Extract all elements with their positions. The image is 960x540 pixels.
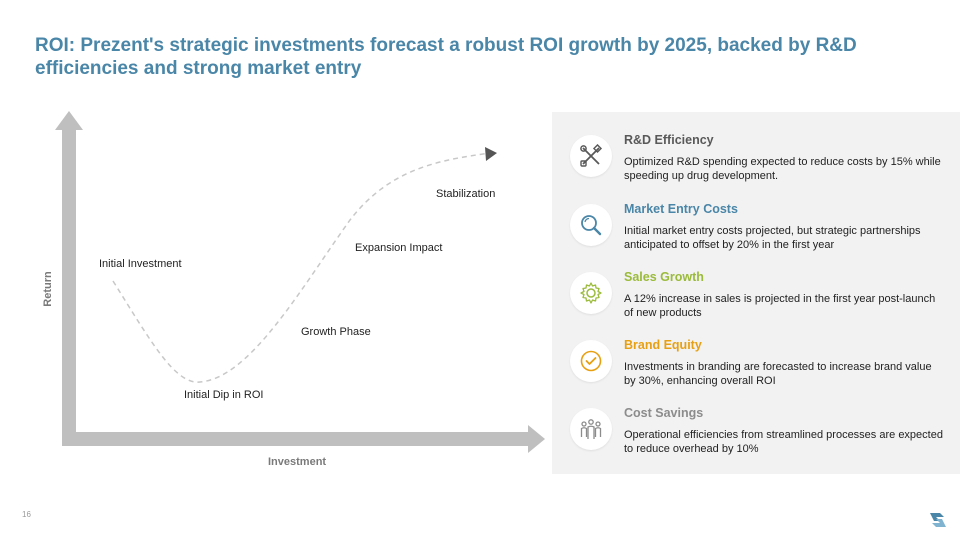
roi-curve-path [112, 152, 491, 383]
y-axis-label: Return [42, 271, 54, 307]
team-icon [570, 408, 612, 450]
item-description: Optimized R&D spending expected to reduc… [624, 156, 941, 182]
item-sales-growth: Sales Growth A 12% increase in sales is … [552, 270, 960, 330]
brand-logo-icon [926, 510, 950, 535]
stage-growth-phase: Growth Phase [301, 326, 371, 338]
stage-initial-investment: Initial Investment [99, 258, 182, 270]
x-axis-label: Investment [268, 456, 327, 468]
item-rd-efficiency: R&D Efficiency Optimized R&D spending ex… [552, 133, 960, 193]
checkmark-badge-icon [570, 340, 612, 382]
item-title: Market Entry Costs [624, 202, 738, 216]
roi-curve-diagram: Initial Investment Initial Dip in ROI Gr… [42, 111, 545, 468]
magnifier-icon [570, 204, 612, 246]
slide-title: ROI: Prezent's strategic investments for… [35, 35, 857, 79]
item-description: Operational efficiencies from streamline… [624, 429, 943, 455]
item-description: Investments in branding are forecasted t… [624, 361, 932, 387]
item-description: Initial market entry costs projected, bu… [624, 225, 921, 251]
stage-stabilization: Stabilization [436, 188, 496, 200]
x-axis-bar [62, 432, 530, 446]
item-market-entry-costs: Market Entry Costs Initial market entry … [552, 202, 960, 262]
stage-expansion-impact: Expansion Impact [355, 242, 443, 254]
item-title: Brand Equity [624, 338, 702, 352]
stage-initial-dip: Initial Dip in ROI [184, 389, 264, 401]
item-cost-savings: Cost Savings Operational efficiencies fr… [552, 406, 960, 466]
roi-curve-arrowhead [485, 147, 497, 161]
item-title: Cost Savings [624, 406, 704, 420]
item-description: A 12% increase in sales is projected in … [624, 293, 936, 319]
item-brand-equity: Brand Equity Investments in branding are… [552, 338, 960, 398]
page-number: 16 [22, 510, 31, 519]
y-axis-bar [62, 128, 76, 446]
gear-icon [570, 272, 612, 314]
item-title: Sales Growth [624, 270, 704, 284]
item-title: R&D Efficiency [624, 133, 714, 147]
y-axis-arrowhead [55, 111, 83, 130]
roi-curve-svg [55, 111, 545, 453]
roi-drivers-panel: R&D Efficiency Optimized R&D spending ex… [552, 112, 960, 474]
tools-icon [570, 135, 612, 177]
x-axis-arrowhead [528, 425, 545, 453]
